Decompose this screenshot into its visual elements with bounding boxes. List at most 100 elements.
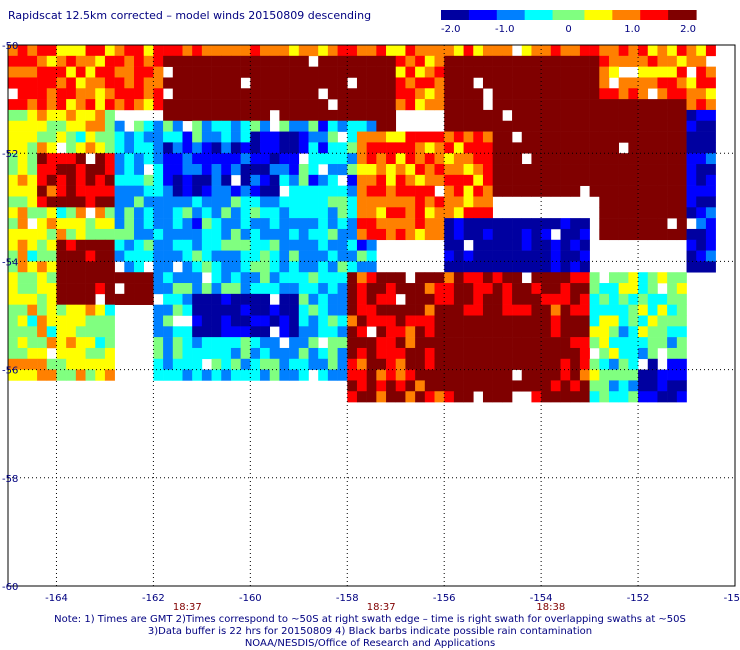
heatmap-cell — [163, 337, 174, 349]
heatmap-cell — [473, 283, 484, 295]
heatmap-cell — [560, 369, 571, 381]
heatmap-cell — [560, 131, 571, 143]
heatmap-cell — [405, 283, 416, 295]
heatmap-cell — [289, 272, 300, 284]
heatmap-cell — [269, 174, 280, 186]
heatmap-cell — [347, 304, 358, 316]
heatmap-cell — [386, 283, 397, 295]
heatmap-cell — [163, 369, 174, 381]
heatmap-cell — [201, 239, 212, 251]
heatmap-cell — [667, 326, 678, 338]
heatmap-cell — [599, 99, 610, 111]
heatmap-cell — [134, 99, 145, 111]
heatmap-cell — [415, 315, 426, 327]
heatmap-cell — [676, 283, 687, 295]
heatmap-cell — [492, 66, 503, 78]
heatmap-cell — [230, 347, 241, 360]
heatmap-cell — [696, 109, 707, 122]
heatmap-cell — [27, 228, 38, 241]
heatmap-cell — [269, 261, 280, 273]
heatmap-cell — [618, 358, 629, 370]
heatmap-cell — [434, 283, 445, 295]
heatmap-cell — [8, 185, 18, 197]
x-tick-labels: -164-162-160-158-156-154-152-150 — [45, 593, 740, 604]
heatmap-cell — [75, 88, 86, 100]
heatmap-cell — [172, 337, 183, 349]
heatmap-cell — [667, 88, 678, 100]
heatmap-cell — [550, 391, 561, 403]
heatmap-cell — [608, 45, 619, 57]
heatmap-cell — [356, 207, 367, 219]
heatmap-cell — [618, 369, 629, 381]
heatmap-cell — [327, 164, 338, 176]
heatmap-cell — [337, 153, 348, 165]
heatmap-cell — [686, 120, 697, 132]
heatmap-cell — [512, 293, 523, 305]
heatmap-cell — [376, 153, 387, 165]
heatmap-cell — [37, 66, 48, 78]
heatmap-cell — [182, 88, 193, 100]
heatmap-cell — [337, 218, 348, 230]
heatmap-cell — [482, 185, 493, 197]
heatmap-cell — [327, 142, 338, 154]
heatmap-cell — [260, 55, 271, 67]
heatmap-cell — [463, 347, 474, 360]
heatmap-cell — [512, 380, 523, 392]
heatmap-cell — [250, 99, 261, 111]
heatmap-cell — [124, 250, 135, 262]
heatmap-cell — [260, 174, 271, 186]
heatmap-cell — [696, 66, 707, 78]
heatmap-cell — [211, 185, 222, 197]
heatmap-cell — [95, 174, 106, 186]
heatmap-cell — [240, 66, 251, 78]
heatmap-cell — [696, 77, 707, 89]
heatmap-cell — [434, 358, 445, 370]
heatmap-cell — [221, 283, 232, 295]
heatmap-cell — [415, 347, 426, 360]
heatmap-cell — [482, 250, 493, 262]
colorbar-swatch — [548, 10, 554, 20]
heatmap-cell — [85, 142, 96, 154]
heatmap-cell — [201, 207, 212, 219]
heatmap-cell — [298, 293, 309, 305]
heatmap-cell — [298, 369, 309, 381]
heatmap-cell — [124, 261, 135, 273]
heatmap-cell — [638, 337, 649, 349]
heatmap-cell — [424, 207, 435, 219]
colorbar-swatch — [504, 10, 510, 20]
heatmap-cell — [201, 120, 212, 132]
heatmap-cell — [308, 218, 319, 230]
heatmap-cell — [550, 99, 561, 111]
heatmap-cell — [608, 358, 619, 370]
heatmap-cell — [657, 326, 668, 338]
heatmap-cell — [647, 358, 658, 370]
heatmap-cell — [66, 142, 77, 154]
heatmap-cell — [473, 88, 484, 100]
heatmap-cell — [424, 380, 435, 392]
heatmap-cell — [405, 207, 416, 219]
heatmap-cell — [395, 153, 406, 165]
heatmap-cell — [221, 207, 232, 219]
heatmap-cell — [473, 109, 484, 122]
heatmap-cell — [250, 88, 261, 100]
heatmap-cell — [153, 77, 164, 89]
heatmap-cell — [560, 185, 571, 197]
heatmap-cell — [366, 272, 377, 284]
colorbar-swatch — [441, 10, 446, 20]
heatmap-cell — [192, 142, 203, 154]
heatmap-cell — [75, 45, 86, 57]
heatmap-cell — [56, 45, 67, 57]
heatmap-cell — [221, 272, 232, 284]
heatmap-cell — [318, 142, 329, 154]
heatmap-cell — [347, 120, 358, 132]
heatmap-cell — [570, 261, 581, 273]
heatmap-cell — [85, 337, 96, 349]
colorbar-swatch — [572, 10, 578, 20]
heatmap-cell — [376, 358, 387, 370]
heatmap-cell — [327, 347, 338, 360]
heatmap-cell — [192, 337, 203, 349]
heatmap-cell — [696, 153, 707, 165]
heatmap-cell — [502, 153, 513, 165]
heatmap-cell — [337, 272, 348, 284]
heatmap-cell — [676, 196, 687, 208]
